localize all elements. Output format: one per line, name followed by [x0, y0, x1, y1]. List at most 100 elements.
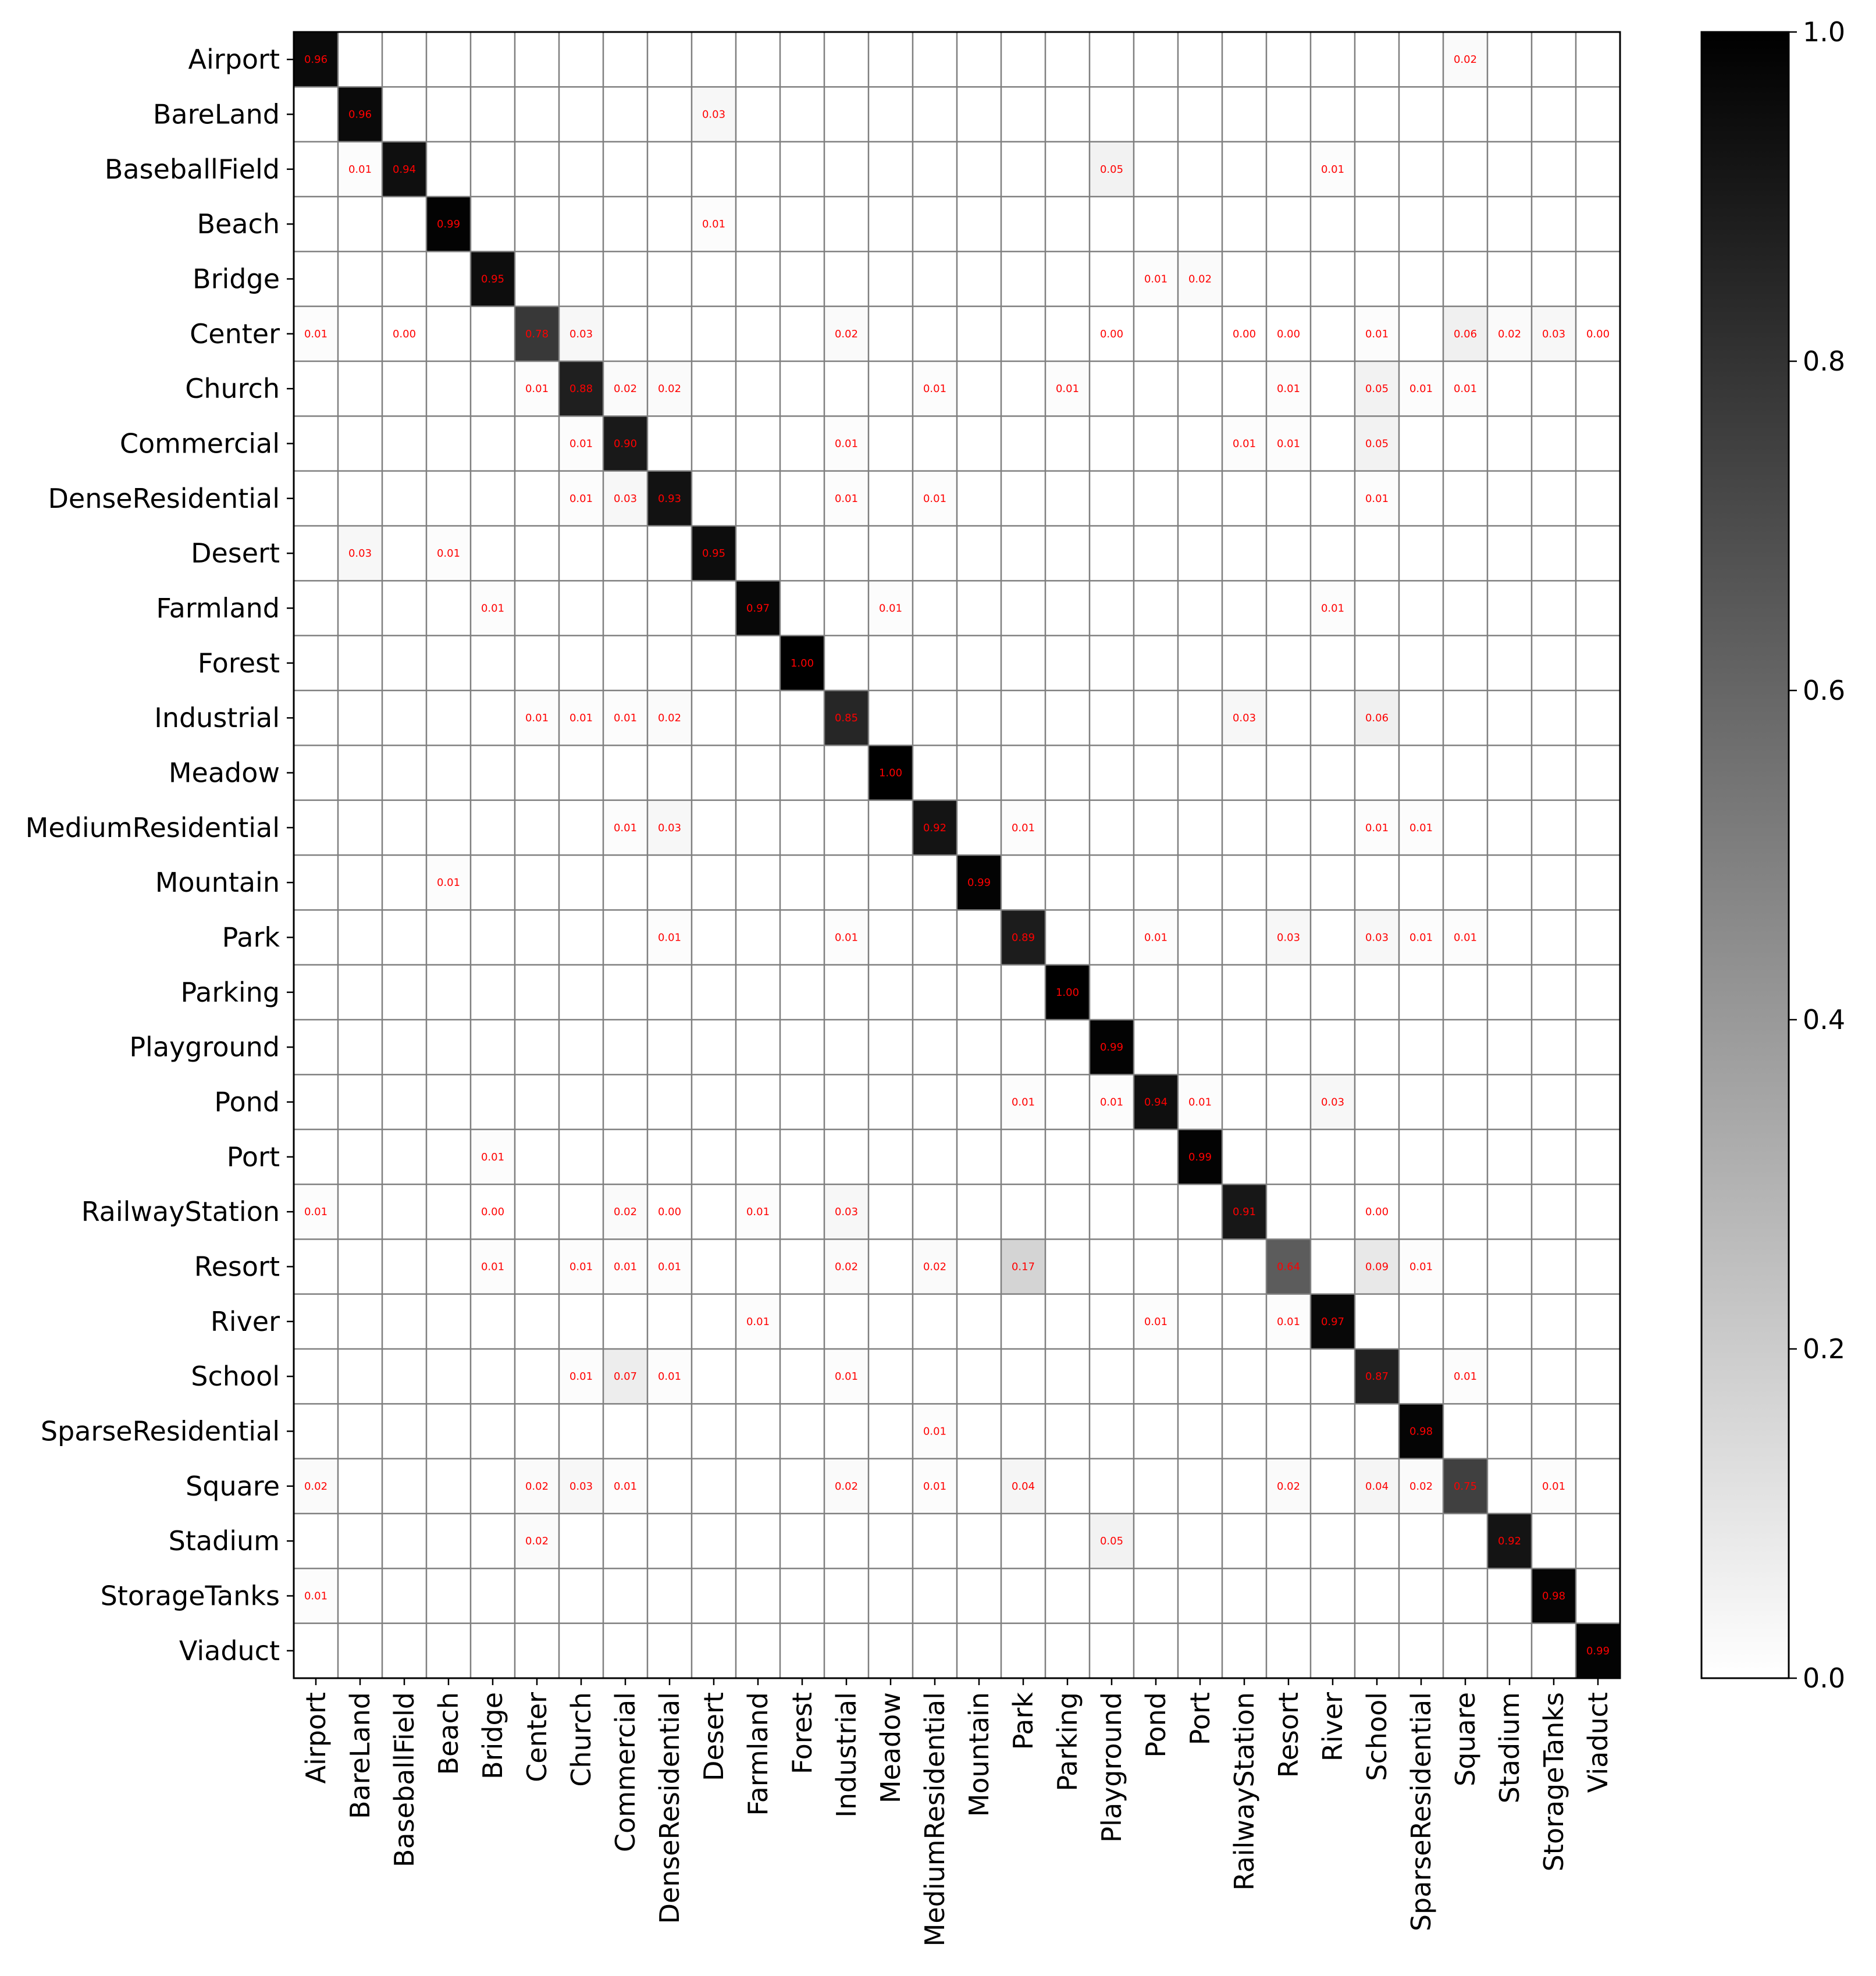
column-label: Playground: [1096, 1692, 1127, 1843]
cell-value-label: 0.01: [1454, 383, 1477, 395]
row-label: Pond: [214, 1087, 280, 1118]
heatmap-cell: [647, 361, 692, 416]
row-label: Stadium: [169, 1525, 280, 1557]
cell-value-label: 1.00: [879, 767, 902, 779]
heatmap-cell: [515, 690, 559, 746]
cell-value-label: 0.01: [569, 493, 593, 505]
cell-value-label: 0.91: [1233, 1206, 1256, 1218]
heatmap-cell: [1266, 1294, 1311, 1349]
cell-value-label: 0.01: [702, 218, 725, 230]
heatmap-cell: [603, 361, 647, 416]
heatmap-cell: [1399, 1458, 1443, 1514]
heatmap-cell: [736, 1184, 780, 1240]
column-label: Viaduct: [1582, 1692, 1614, 1793]
cell-value-label: 0.97: [1321, 1316, 1344, 1328]
cell-value-label: 0.01: [1277, 1316, 1300, 1328]
heatmap-cell: [1355, 361, 1399, 416]
heatmap-cell: [1576, 1623, 1620, 1678]
heatmap-cell: [647, 910, 692, 965]
colorbar-tick-label: 0.0: [1803, 1662, 1845, 1694]
cell-value-label: 0.02: [1188, 273, 1212, 286]
cell-value-label: 0.99: [1100, 1041, 1123, 1053]
heatmap-cell: [824, 1458, 868, 1514]
cell-value-label: 0.02: [923, 1261, 946, 1273]
cell-value-label: 0.75: [1454, 1480, 1477, 1493]
heatmap-cell: [1399, 910, 1443, 965]
cell-value-label: 0.78: [525, 328, 549, 340]
heatmap-cell: [1399, 1239, 1443, 1294]
heatmap-cell: [736, 581, 780, 636]
column-label: SparseResidential: [1405, 1692, 1437, 1931]
row-label: Industrial: [154, 702, 280, 734]
row-label: Viaduct: [179, 1635, 280, 1667]
row-label: Airport: [188, 44, 280, 75]
cell-value-label: 0.03: [835, 1206, 858, 1218]
heatmap-cell: [1134, 910, 1178, 965]
cell-value-label: 0.02: [614, 383, 637, 395]
heatmap-cell: [1266, 910, 1311, 965]
cell-value-label: 0.01: [481, 1151, 504, 1163]
heatmap-cell: [1266, 1458, 1311, 1514]
row-labels: Airport BareLand BaseballField Beach Bridge C…: [26, 44, 294, 1667]
heatmap-cell: [1532, 306, 1576, 361]
heatmap-cell: [559, 690, 603, 746]
cell-value-label: 0.02: [1277, 1480, 1300, 1493]
cell-value-label: 0.01: [1454, 1370, 1477, 1383]
heatmap-cell: [1178, 1074, 1222, 1130]
cell-value-label: 0.88: [569, 383, 593, 395]
cell-value-label: 0.01: [481, 1261, 504, 1273]
heatmap-cell: [1266, 416, 1311, 471]
row-label: Mountain: [155, 867, 280, 898]
heatmap-cell: [1443, 306, 1487, 361]
cell-value-label: 0.02: [835, 328, 858, 340]
column-label: Commercial: [610, 1692, 641, 1852]
heatmap-cell: [603, 1458, 647, 1514]
cell-value-label: 0.01: [569, 712, 593, 724]
cell-value-label: 0.01: [1277, 438, 1300, 450]
cell-value-label: 0.98: [1409, 1426, 1433, 1438]
cell-value-label: 0.01: [1012, 822, 1035, 834]
row-label: Playground: [129, 1031, 280, 1063]
heatmap-cell: [913, 471, 957, 526]
cell-value-label: 0.06: [1365, 712, 1389, 724]
row-label: Meadow: [169, 757, 280, 789]
heatmap-cell: [559, 471, 603, 526]
cell-value-label: 0.01: [1321, 163, 1344, 176]
row-label: SparseResidential: [41, 1416, 280, 1447]
cell-value-label: 0.95: [702, 547, 725, 560]
cell-value-label: 0.01: [923, 1480, 946, 1493]
heatmap-cell: [913, 800, 957, 855]
heatmap-cell: [692, 526, 736, 581]
heatmap-cell: [1222, 306, 1266, 361]
cell-value-label: 0.03: [1542, 328, 1565, 340]
heatmap-cell: [1222, 690, 1266, 746]
cell-value-label: 0.01: [1454, 932, 1477, 944]
cell-value-label: 0.00: [658, 1206, 681, 1218]
heatmap-cell: [1090, 1514, 1134, 1569]
heatmap-cell: [471, 1239, 515, 1294]
heatmap-cell: [1399, 800, 1443, 855]
column-label: DenseResidential: [654, 1692, 685, 1924]
heatmap-cell: [1090, 1074, 1134, 1130]
heatmap-cell: [1311, 141, 1355, 197]
cell-value-label: 0.02: [1454, 54, 1477, 66]
cell-value-label: 0.01: [658, 932, 681, 944]
heatmap-cell: [1443, 910, 1487, 965]
cell-value-label: 0.94: [393, 163, 416, 176]
column-label: Beach: [433, 1692, 464, 1775]
row-label: Parking: [180, 977, 280, 1008]
column-label: Stadium: [1494, 1692, 1525, 1803]
cell-value-label: 0.92: [923, 822, 946, 834]
cell-value-label: 0.95: [481, 273, 504, 286]
column-label: Desert: [698, 1692, 729, 1781]
cell-value-label: 0.98: [1542, 1590, 1565, 1603]
column-label: Parking: [1052, 1692, 1083, 1792]
cell-value-label: 0.01: [1233, 438, 1256, 450]
heatmap-cell: [824, 1349, 868, 1404]
cell-value-label: 0.02: [835, 1480, 858, 1493]
cell-value-label: 0.03: [1277, 932, 1300, 944]
column-label: Resort: [1273, 1692, 1304, 1778]
cell-value-label: 0.01: [1365, 328, 1389, 340]
heatmap-cell: [1266, 361, 1311, 416]
